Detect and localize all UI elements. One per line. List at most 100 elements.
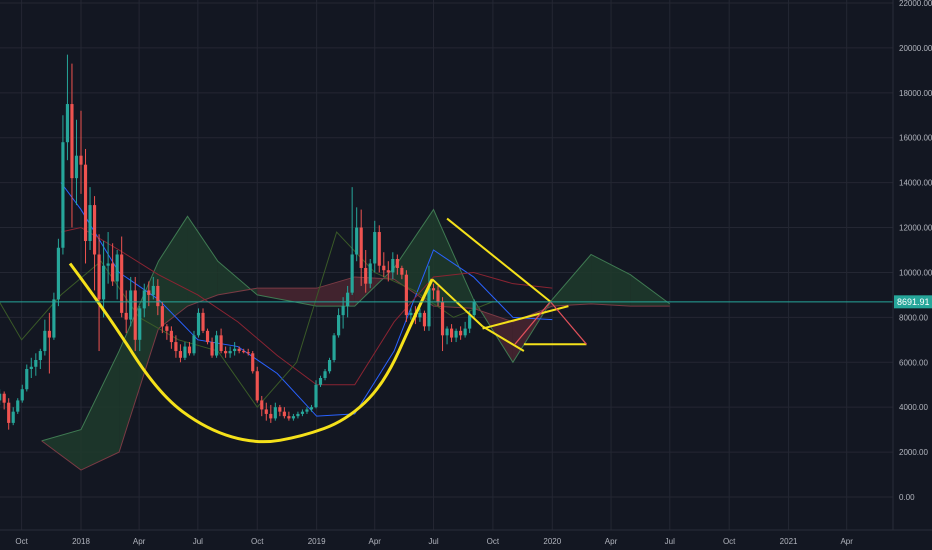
y-tick-label: 0.00 <box>899 493 915 502</box>
candle-body <box>278 407 282 412</box>
candle-body <box>147 290 151 295</box>
candle-body <box>449 328 454 338</box>
candle-body <box>25 369 29 390</box>
y-tick-label: 10000.00 <box>899 268 932 277</box>
candle-body <box>2 393 6 403</box>
candle-body <box>309 407 314 410</box>
cloud-segment <box>187 216 218 307</box>
candle-body <box>382 265 386 271</box>
x-tick-label: Apr <box>369 537 382 546</box>
candle-body <box>233 348 237 352</box>
candle-body <box>373 232 377 264</box>
y-axis: 0.00 2000.00 4000.00 6000.00 8000.00 10000.00… <box>892 0 932 530</box>
candle-body <box>400 267 404 275</box>
trend-line-drawing <box>482 305 569 330</box>
candle-body <box>350 254 354 293</box>
candlestick-series <box>0 54 476 430</box>
cloud-segment <box>591 254 631 307</box>
y-tick-label: 22000.00 <box>899 0 932 8</box>
x-tick-label: 2019 <box>308 537 326 546</box>
last-price-badge: 8691.91 <box>894 295 932 309</box>
cloud-segment <box>158 216 188 329</box>
candle-body <box>440 301 445 336</box>
candle-body <box>431 288 436 291</box>
red-trend-line <box>514 301 551 345</box>
candle-body <box>34 360 38 367</box>
candle-body <box>318 377 323 385</box>
candle-body <box>282 411 286 417</box>
y-tick-label: 18000.00 <box>899 89 932 98</box>
kijun-line <box>60 227 553 386</box>
candle-body <box>192 335 196 354</box>
candle-body <box>142 290 146 309</box>
candle-body <box>305 409 309 412</box>
candle-body <box>111 263 115 282</box>
candle-body <box>52 299 56 338</box>
candle-body <box>359 227 363 268</box>
cup-arc-drawing <box>68 262 434 444</box>
candle-body <box>151 285 155 295</box>
candle-body <box>74 155 79 179</box>
candle-body <box>355 227 359 255</box>
candle-body <box>160 306 164 327</box>
candle-body <box>368 263 372 284</box>
cloud-segment <box>433 209 474 309</box>
candle-body <box>219 335 223 352</box>
candle-body <box>47 330 51 338</box>
cloud-segment <box>41 429 81 471</box>
candle-body <box>341 306 345 316</box>
candle-body <box>386 270 390 273</box>
candle-body <box>264 409 268 414</box>
candle-body <box>156 285 160 307</box>
candle-body <box>65 104 70 143</box>
x-tick-label: 2021 <box>780 537 798 546</box>
x-tick-label: Jul <box>428 537 438 546</box>
candle-body <box>29 366 33 370</box>
candle-body <box>183 346 187 358</box>
candle-body <box>7 402 11 423</box>
y-tick-label: 16000.00 <box>899 134 932 143</box>
candle-body <box>133 290 137 340</box>
candle-body <box>291 416 295 419</box>
candle-body <box>92 205 97 255</box>
candle-body <box>129 290 133 320</box>
trend-line-drawing <box>482 325 525 352</box>
candle-body <box>300 411 305 414</box>
candle-body <box>323 371 327 378</box>
candle-body <box>327 360 332 372</box>
candle-body <box>165 326 169 331</box>
cloud-segment <box>394 209 434 307</box>
x-tick-label: Jul <box>665 537 675 546</box>
candle-body <box>468 315 472 329</box>
x-axis-panel <box>0 530 932 550</box>
candle-body <box>187 346 192 354</box>
candle-body <box>346 292 350 307</box>
y-tick-label: 14000.00 <box>899 179 932 188</box>
ichimoku-cloud <box>41 208 671 471</box>
candle-body <box>11 411 15 423</box>
candle-body <box>436 290 440 302</box>
candle-body <box>16 400 20 412</box>
y-tick-label: 4000.00 <box>899 403 928 412</box>
cloud-segment <box>119 261 159 453</box>
x-tick-label: Apr <box>133 537 146 546</box>
candle-body <box>391 258 395 273</box>
candle-body <box>228 351 232 354</box>
x-tick-label: Apr <box>605 537 618 546</box>
red-trend-line <box>549 301 587 345</box>
candle-body <box>70 104 74 179</box>
candle-body <box>214 335 219 356</box>
trend-drawings <box>68 217 587 444</box>
candle-body <box>38 351 42 361</box>
last-price-badge-bg <box>894 295 932 309</box>
candle-body <box>427 288 431 327</box>
x-tick-label: Oct <box>251 537 264 546</box>
x-axis: Oct 2018 Apr Jul Oct 2019 Apr Jul Oct 2020 Apr Jul O… <box>0 529 932 550</box>
candle-body <box>79 155 83 165</box>
candle-body <box>337 315 341 336</box>
x-tick-label: Oct <box>487 537 500 546</box>
candle-body <box>56 247 60 300</box>
candle-body <box>210 342 214 356</box>
candle-body <box>418 312 422 318</box>
